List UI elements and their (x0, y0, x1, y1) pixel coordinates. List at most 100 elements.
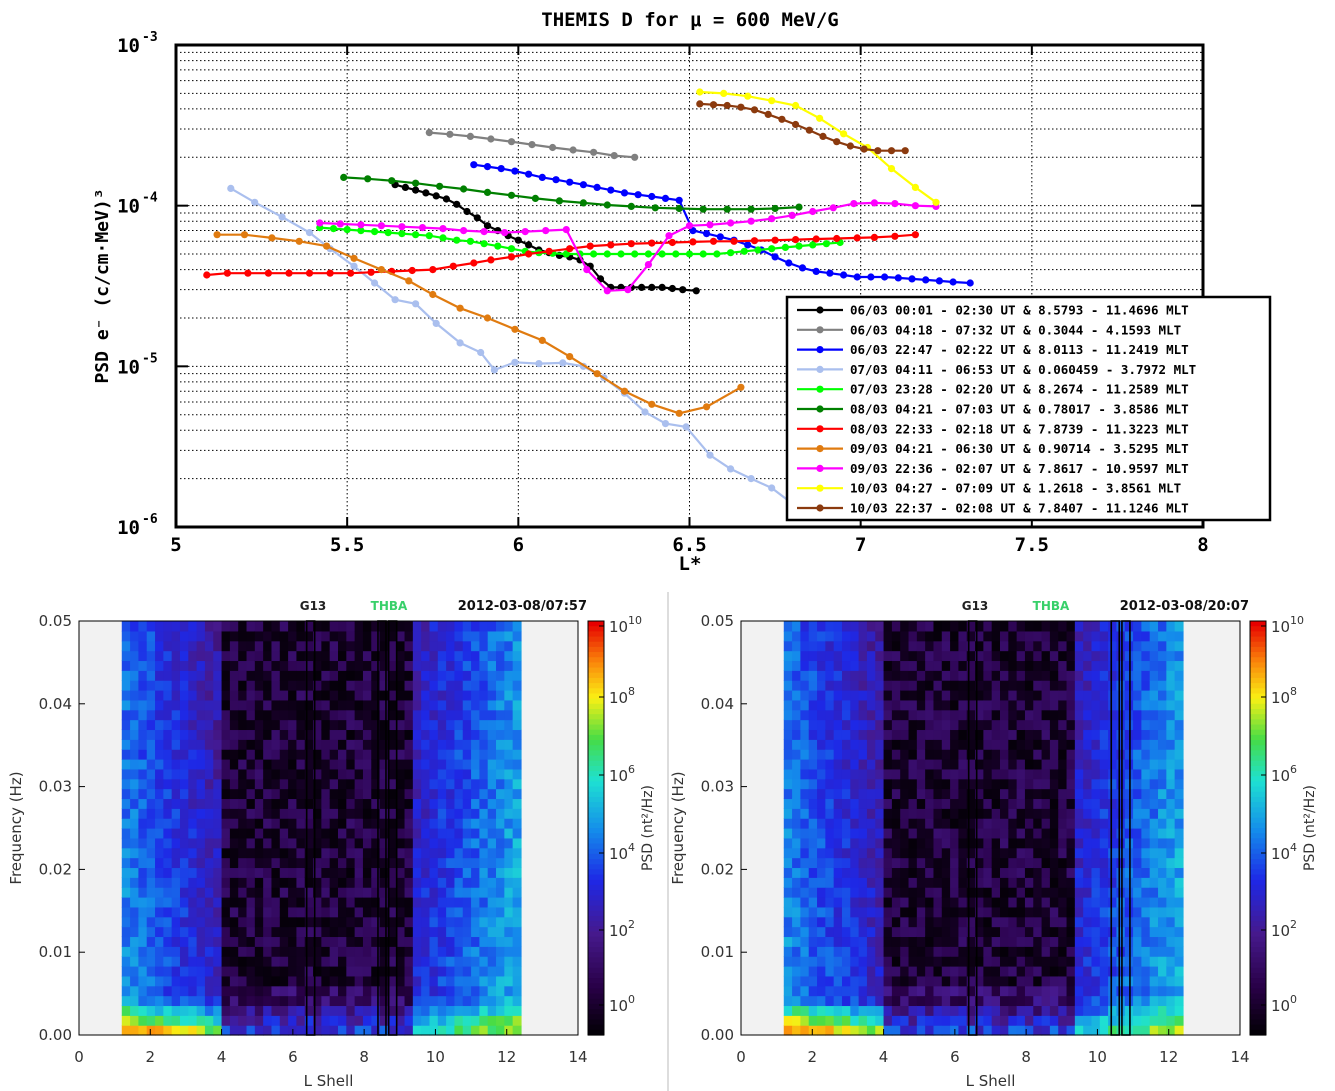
heatmap-cell (1074, 936, 1084, 947)
heatmap-cell (279, 660, 289, 671)
heatmap-cell (1049, 1015, 1059, 1026)
heatmap-cell (1074, 966, 1084, 977)
heatmap-cell (875, 1005, 885, 1016)
heatmap-cell (1049, 759, 1059, 770)
heatmap-cell (362, 670, 372, 681)
heatmap-cell (371, 897, 381, 908)
heatmap-cell (387, 660, 397, 671)
heatmap-cell (146, 749, 156, 760)
data-point (716, 233, 724, 241)
heatmap-cell (254, 699, 264, 711)
heatmap-cell (487, 759, 497, 770)
heatmap-cell (487, 798, 497, 809)
heatmap-cell (288, 680, 298, 691)
heatmap-cell (850, 680, 860, 691)
heatmap-cell (916, 739, 926, 750)
heatmap-cell (379, 729, 389, 740)
heatmap-cell (1133, 778, 1142, 790)
heatmap-cell (246, 660, 256, 671)
heatmap-cell (362, 680, 372, 691)
heatmap-cell (138, 975, 148, 987)
heatmap-cell (188, 690, 198, 701)
heatmap-cell (792, 788, 802, 800)
heatmap-cell (313, 916, 322, 928)
heatmap-cell (1008, 1005, 1018, 1016)
heatmap-cell (371, 1025, 381, 1036)
colorbar-segment (1250, 667, 1266, 674)
heatmap-cell (121, 699, 131, 711)
heatmap-cell (454, 788, 464, 800)
heatmap-cell (783, 985, 793, 997)
heatmap-cell (1091, 640, 1101, 652)
heatmap-cell (213, 680, 223, 691)
heatmap-cell (229, 916, 239, 928)
heatmap-cell (296, 906, 306, 918)
legend-entry: 06/03 04:18 - 07:32 UT & 0.3044 - 4.1593… (797, 322, 1181, 337)
heatmap-cell (975, 857, 984, 869)
heatmap-cell (983, 946, 993, 957)
colorbar-segment (588, 693, 604, 700)
heatmap-cell (1133, 1015, 1142, 1026)
heatmap-cell (229, 660, 239, 671)
heatmap-cell (991, 906, 1001, 918)
heatmap-cell (1074, 946, 1084, 957)
heatmap-cell (179, 621, 189, 632)
heatmap-cell (1149, 995, 1159, 1007)
heatmap-cell (246, 788, 256, 800)
heatmap-cell (817, 630, 826, 642)
heatmap-cell (346, 887, 356, 898)
heatmap-cell (429, 956, 439, 967)
colorbar-segment (588, 853, 604, 860)
data-point (371, 228, 379, 236)
heatmap-cell (238, 650, 248, 662)
data-point (583, 266, 591, 274)
heatmap-cell (1099, 818, 1109, 829)
data-point (661, 194, 670, 202)
colorbar-segment (588, 983, 604, 990)
heatmap-cell (941, 690, 951, 701)
heatmap-cell (833, 818, 843, 829)
heatmap-cell (346, 828, 356, 839)
heatmap-cell (1091, 966, 1101, 977)
heatmap-cell (204, 837, 214, 849)
data-point (894, 274, 902, 282)
heatmap-cell (321, 650, 331, 662)
heatmap-cell (279, 887, 289, 898)
heatmap-cell (783, 768, 793, 780)
heatmap-cell (808, 897, 818, 908)
colorbar-segment (1250, 636, 1266, 643)
heatmap-cell (850, 699, 860, 711)
heatmap-cell (817, 867, 826, 878)
heatmap-cell (271, 749, 281, 760)
heatmap-cell (121, 650, 131, 662)
heatmap-cell (933, 749, 943, 760)
heatmap-cell (155, 808, 164, 819)
heatmap-cell (504, 729, 514, 740)
heatmap-cell (279, 975, 289, 987)
heatmap-cell (792, 680, 802, 691)
heatmap-cell (808, 946, 818, 957)
heatmap-cell (354, 749, 364, 760)
heatmap-cell (396, 847, 406, 859)
data-point (336, 220, 344, 228)
heatmap-cell (196, 877, 206, 888)
heatmap-cell (1049, 739, 1059, 750)
heatmap-cell (429, 818, 439, 829)
heatmap-cell (933, 798, 943, 809)
heatmap-cell (1000, 640, 1009, 652)
legend-box (785, 295, 1272, 522)
heatmap-cell (504, 926, 514, 938)
heatmap-cell (817, 857, 826, 869)
data-point (603, 201, 611, 209)
heatmap-cell (171, 837, 181, 849)
heatmap-cell (238, 897, 248, 908)
heatmap-cell (891, 818, 901, 829)
heatmap-cell (446, 1015, 456, 1026)
y-tick-labels: 10-310-410-510-6 (117, 30, 1203, 539)
heatmap-cell (146, 906, 156, 918)
heatmap-cell (296, 887, 306, 898)
heatmap-cell (983, 1025, 993, 1036)
heatmap-cell (883, 887, 893, 898)
heatmap-cell (958, 699, 968, 711)
heatmap-cell (1083, 857, 1093, 869)
